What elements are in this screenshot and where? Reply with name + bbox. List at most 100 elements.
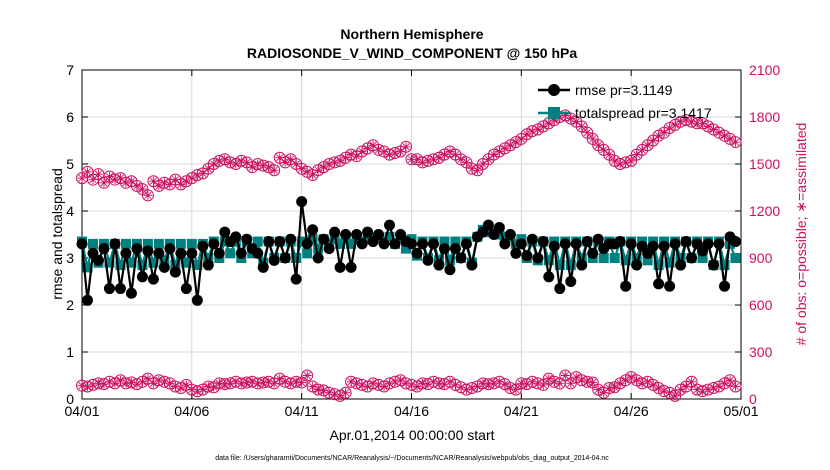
rmse-point [620,280,632,292]
rmse-point [290,273,302,285]
assimilated-obs-asterisk [670,391,680,401]
rmse-point [202,259,214,271]
possible-obs-asterisk [648,136,658,145]
possible-obs-marker [400,140,413,153]
rmse-point [664,280,676,292]
y-left-tick-label: 4 [66,203,74,219]
possible-obs-asterisk [599,145,609,155]
possible-obs-asterisk [352,151,362,161]
possible-obs-asterisk [566,114,576,124]
assimilated-obs-asterisk [209,382,219,392]
rmse-point [422,254,434,266]
possible-obs-asterisk [511,137,521,147]
totalspread-point [225,248,236,259]
possible-obs-asterisk [731,137,741,147]
assimilated-obs-asterisk [681,381,691,391]
possible-obs-asterisk [516,134,526,144]
rmse-point [719,280,731,292]
rmse-point [653,278,665,290]
totalspread-point [653,260,664,271]
rmse-point [411,247,423,259]
possible-obs-asterisk [209,159,219,169]
rmse-point [669,238,681,250]
possible-obs-asterisk [703,121,713,131]
assimilated-obs-asterisk [676,385,686,395]
x-axis-label: Apr.01,2014 00:00:00 start [329,427,494,443]
y-left-tick-label: 6 [66,109,74,125]
rmse-point [499,238,511,250]
rmse-point [274,236,286,248]
x-tick-label: 04/01 [64,403,99,419]
assimilated-obs-asterisk [181,380,191,390]
rmse-point [301,238,313,250]
y-left-tick-label: 2 [66,297,74,313]
possible-obs-asterisk [77,173,87,183]
totalspread-point [346,238,357,249]
rmse-point [125,287,137,299]
assimilated-obs-asterisk [588,378,598,388]
data-file-footer: data file: /Users/gharamti/Documents/NCA… [215,455,609,462]
rmse-point [257,261,269,273]
assimilated-obs-asterisk [445,377,455,387]
legend-totalspread-label: totalspread pr=3.1417 [575,105,712,121]
possible-obs-asterisk [500,143,510,153]
rmse-point [548,240,560,252]
totalspread-point [181,257,192,268]
possible-obs-asterisk [610,156,620,166]
assimilated-obs-asterisk [269,378,279,388]
possible-obs-series [76,109,742,202]
possible-obs-asterisk [659,128,669,138]
possible-obs-asterisk [275,153,285,163]
assimilated-obs-asterisk [110,378,120,388]
rmse-point [493,221,505,233]
assimilated-obs-asterisk [566,378,576,388]
totalspread-point [576,253,587,263]
assimilated-obs-asterisk [176,383,186,393]
totalspread-point [675,253,686,263]
possible-obs-asterisk [203,164,213,174]
axis-ticks: 04/01 04/06 04/11 04/16 04/21 04/26 05/0101234… [64,62,780,419]
rmse-point [208,238,220,250]
rmse-point [169,266,181,278]
possible-obs-asterisk [291,159,301,169]
possible-obs-asterisk [720,131,730,141]
possible-obs-asterisk [434,153,444,163]
assimilated-obs-asterisk [308,381,318,391]
y-right-tick-label: 1800 [749,109,780,125]
assimilated-obs-asterisk [363,381,373,391]
totalspread-point [401,243,412,254]
possible-obs-asterisk [439,150,449,160]
rmse-point [559,238,571,250]
assimilated-obs-asterisk [302,371,312,380]
possible-obs-asterisk [132,181,142,191]
y-axis-left-label: rmse and totalspread [49,168,65,300]
totalspread-point [175,238,186,249]
possible-obs-asterisk [582,128,592,138]
possible-obs-asterisk [637,145,647,155]
assimilated-obs-asterisk [643,377,653,387]
assimilated-obs-asterisk [720,378,730,388]
rmse-point [416,238,428,250]
assimilated-obs-asterisk [198,385,208,395]
assimilated-obs-asterisk [379,381,389,391]
totalspread-point [302,248,313,259]
rmse-point [340,229,352,240]
rmse-point [592,233,604,245]
possible-obs-asterisk [571,117,581,127]
rmse-point [565,276,577,287]
assimilated-obs-series [76,369,742,402]
possible-obs-asterisk [302,167,312,177]
rmse-point [334,261,346,273]
totalspread-point [104,257,115,268]
possible-obs-asterisk [148,176,158,186]
possible-obs-asterisk [549,115,559,125]
rmse-point [345,261,357,273]
possible-obs-asterisk [412,154,422,164]
x-tick-label: 04/06 [174,403,209,419]
assimilated-obs-asterisk [148,378,158,388]
y-right-tick-label: 300 [749,344,773,360]
assimilated-obs-asterisk [538,380,548,390]
possible-obs-asterisk [368,140,378,150]
possible-obs-asterisk [445,146,455,156]
